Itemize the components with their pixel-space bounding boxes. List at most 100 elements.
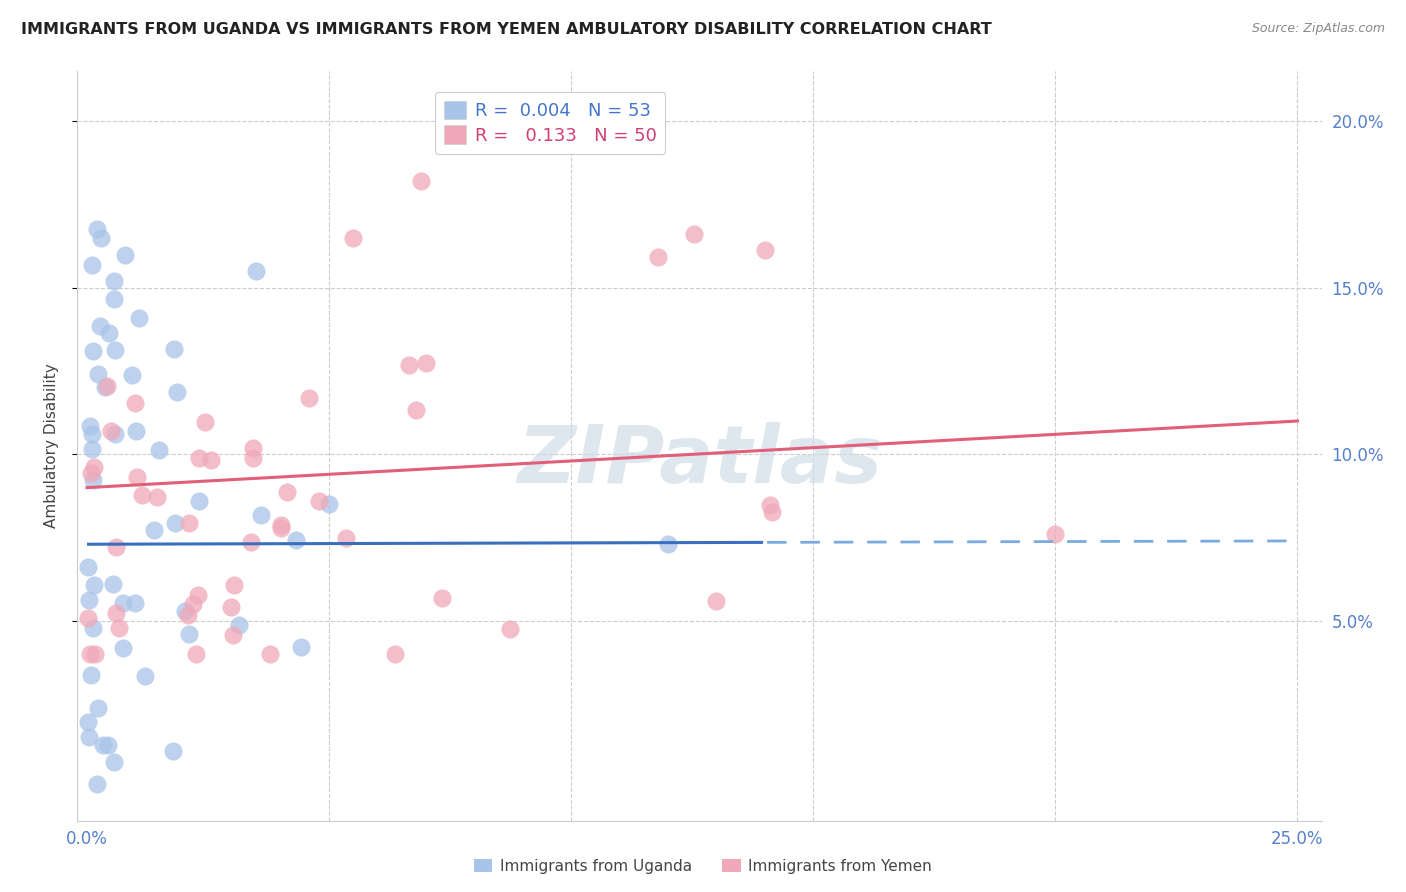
Point [131, 488, 153, 502]
Point [242, 450, 264, 465]
Point [111, 596, 134, 610]
Point [657, 537, 679, 551]
Legend: Immigrants from Uganda, Immigrants from Yemen: Immigrants from Uganda, Immigrants from … [468, 853, 938, 880]
Point [104, 540, 127, 554]
Point [83, 459, 105, 474]
Point [335, 531, 357, 545]
Point [97, 739, 120, 753]
Point [77, 593, 100, 607]
Point [222, 628, 245, 642]
Point [187, 588, 209, 602]
Point [86, 221, 108, 235]
Point [270, 521, 292, 535]
Point [285, 533, 308, 548]
Point [683, 227, 706, 242]
Point [103, 427, 125, 442]
Point [101, 577, 124, 591]
Point [124, 596, 146, 610]
Point [1045, 527, 1067, 541]
Point [128, 311, 150, 326]
Point [219, 600, 242, 615]
Point [96, 379, 118, 393]
Point [121, 368, 143, 382]
Point [240, 534, 263, 549]
Point [103, 292, 125, 306]
Point [142, 523, 165, 537]
Point [80, 467, 103, 481]
Point [124, 396, 146, 410]
Point [100, 424, 122, 438]
Point [228, 618, 250, 632]
Point [259, 647, 281, 661]
Point [318, 497, 340, 511]
Point [89, 318, 111, 333]
Point [384, 647, 406, 661]
Point [84, 647, 107, 661]
Point [250, 508, 273, 522]
Point [761, 505, 783, 519]
Point [103, 274, 125, 288]
Text: Source: ZipAtlas.com: Source: ZipAtlas.com [1251, 22, 1385, 36]
Point [759, 498, 782, 512]
Point [308, 494, 330, 508]
Point [498, 622, 520, 636]
Point [76, 611, 98, 625]
Point [276, 485, 298, 500]
Point [82, 343, 104, 358]
Point [647, 250, 669, 264]
Point [430, 591, 453, 606]
Point [79, 419, 101, 434]
Point [77, 731, 100, 745]
Point [706, 594, 728, 608]
Point [179, 516, 201, 531]
Point [104, 606, 127, 620]
Point [125, 470, 148, 484]
Point [134, 669, 156, 683]
Point [166, 384, 188, 399]
Point [93, 738, 115, 752]
Point [86, 700, 108, 714]
Point [194, 416, 217, 430]
Y-axis label: Ambulatory Disability: Ambulatory Disability [44, 364, 59, 528]
Point [80, 259, 103, 273]
Point [200, 452, 222, 467]
Point [112, 640, 135, 655]
Point [114, 248, 136, 262]
Point [754, 243, 776, 257]
Point [398, 359, 420, 373]
Point [79, 647, 101, 661]
Point [82, 473, 104, 487]
Point [77, 714, 100, 729]
Point [103, 343, 125, 358]
Point [97, 326, 120, 341]
Point [409, 174, 432, 188]
Point [242, 441, 264, 455]
Text: ZIPatlas: ZIPatlas [517, 422, 882, 500]
Point [176, 608, 198, 623]
Legend: R =  0.004   N = 53, R =   0.133   N = 50: R = 0.004 N = 53, R = 0.133 N = 50 [434, 92, 665, 153]
Point [415, 356, 437, 370]
Point [90, 231, 112, 245]
Point [405, 403, 427, 417]
Point [165, 516, 187, 530]
Point [80, 442, 103, 456]
Point [184, 647, 207, 661]
Point [83, 578, 105, 592]
Point [103, 755, 125, 769]
Point [162, 744, 184, 758]
Point [174, 604, 197, 618]
Point [146, 490, 169, 504]
Point [222, 578, 245, 592]
Point [82, 427, 104, 442]
Point [86, 777, 108, 791]
Point [80, 668, 103, 682]
Point [245, 264, 267, 278]
Point [148, 442, 170, 457]
Point [82, 621, 104, 635]
Point [93, 380, 115, 394]
Point [342, 231, 364, 245]
Point [181, 597, 204, 611]
Point [125, 424, 148, 438]
Point [76, 560, 98, 574]
Point [187, 450, 209, 465]
